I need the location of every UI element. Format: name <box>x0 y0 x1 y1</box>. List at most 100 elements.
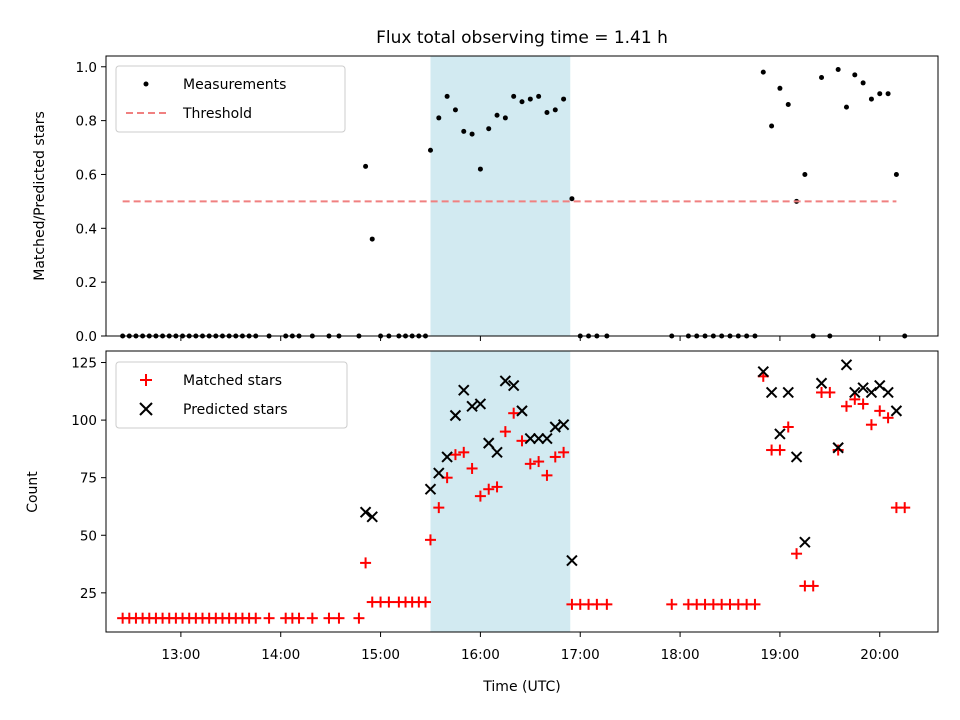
matched-stars-point <box>491 481 503 493</box>
matched-stars-point <box>882 412 894 424</box>
x-tick-label: 20:00 <box>860 647 899 663</box>
matched-stars-point <box>601 598 613 610</box>
measurement-point <box>569 196 575 202</box>
predicted-stars-point <box>557 418 570 431</box>
matched-stars-point <box>832 444 844 456</box>
measurement-point <box>893 171 899 177</box>
measurement-point <box>452 107 458 113</box>
matched-stars-point <box>533 456 545 468</box>
measurement-point <box>885 91 891 97</box>
bottom-y-axis-label: Count <box>25 471 41 513</box>
predicted-stars-point <box>757 366 769 378</box>
matched-stars-point <box>840 400 852 412</box>
predicted-stars-point <box>566 554 578 567</box>
predicted-stars-point <box>366 511 378 523</box>
matched-stars-point <box>323 612 335 624</box>
measurement-point <box>369 236 375 242</box>
predicted-stars-point <box>549 421 561 433</box>
matched-stars-point <box>782 421 794 433</box>
y-tick-label: 125 <box>71 356 97 372</box>
bottom-y-ticks: 25 50 75 100 125 <box>71 356 106 602</box>
matched-stars-point <box>433 502 445 514</box>
matched-stars-point <box>419 596 431 608</box>
predicted-stars-point <box>449 409 462 422</box>
measurement-point <box>769 123 775 129</box>
legend-predicted-label: Predicted stars <box>183 402 288 418</box>
predicted-stars-point <box>424 483 437 495</box>
legend-measurements-marker <box>143 81 149 87</box>
matched-stars-point <box>353 612 365 624</box>
x-tick-label: 16:00 <box>461 647 500 663</box>
matched-stars-point <box>541 469 553 481</box>
matched-stars-point <box>516 435 528 447</box>
measurement-point <box>777 85 783 91</box>
measurement-point <box>527 96 533 102</box>
bottom-observing-span <box>430 351 571 632</box>
predicted-stars-point <box>849 386 861 399</box>
predicted-stars-point <box>765 386 778 399</box>
x-tick-label: 13:00 <box>161 647 200 663</box>
bottom-legend: Matched stars Predicted stars <box>115 361 348 429</box>
matched-stars-point <box>857 398 869 410</box>
legend-measurements-label: Measurements <box>183 77 286 93</box>
matched-stars-point <box>306 612 318 624</box>
predicted-stars-point <box>458 384 470 396</box>
matched-stars-point <box>508 407 520 419</box>
measurement-point <box>835 66 841 72</box>
predicted-stars-point <box>840 359 853 371</box>
top-legend-box <box>115 65 346 133</box>
predicted-stars-point <box>882 386 894 399</box>
measurement-point <box>819 75 825 81</box>
y-tick-label: 75 <box>80 471 97 487</box>
predicted-stars-point <box>857 382 869 394</box>
matched-stars-point <box>666 598 678 610</box>
matched-stars-point <box>466 462 478 474</box>
predicted-stars-point <box>483 437 495 449</box>
matched-stars-point <box>774 444 786 456</box>
y-tick-label: 0.4 <box>76 221 97 237</box>
measurement-point <box>785 101 791 107</box>
predicted-stars-point <box>466 400 478 412</box>
bottom-panel: 25 50 75 100 125 13:00 14:00 15:00 16:00 17:00 18… <box>25 350 939 695</box>
matched-stars-point <box>499 426 511 438</box>
matched-stars-point <box>865 419 877 431</box>
legend-matched-marker <box>140 374 152 386</box>
matched-stars-point <box>360 557 372 569</box>
matched-stars-point <box>749 598 761 610</box>
predicted-stars-point <box>532 432 545 445</box>
top-x-ticks <box>180 336 881 341</box>
matched-stars-point <box>824 386 836 398</box>
matched-stars-point <box>899 502 911 514</box>
measurement-point <box>427 147 433 153</box>
y-tick-label: 0.0 <box>76 329 97 345</box>
measurement-point <box>511 93 517 99</box>
measurement-point <box>494 112 500 118</box>
matched-stars-point <box>333 612 345 624</box>
matched-stars-point <box>424 534 436 546</box>
measurement-point <box>536 93 542 99</box>
x-axis-label: Time (UTC) <box>482 679 560 695</box>
measurement-point <box>552 107 558 113</box>
measurement-point <box>444 93 450 99</box>
measurement-point <box>877 91 883 97</box>
measurement-point <box>843 104 849 110</box>
measurement-point <box>760 69 766 75</box>
y-tick-label: 25 <box>80 586 97 602</box>
matched-stars-point <box>449 449 461 461</box>
measurement-point <box>436 115 442 121</box>
measurement-point <box>486 126 492 132</box>
measurement-point <box>868 96 874 102</box>
measurement-point <box>363 163 369 169</box>
x-tick-label: 17:00 <box>561 647 600 663</box>
matched-stars-point <box>591 598 603 610</box>
predicted-stars-point <box>832 442 844 454</box>
predicted-stars-point <box>790 451 803 463</box>
predicted-stars-point <box>474 398 487 410</box>
measurement-point <box>469 131 475 137</box>
predicted-stars-point <box>516 405 528 417</box>
top-y-axis-label: Matched/Predicted stars <box>32 111 48 281</box>
bottom-axes-frame <box>105 350 939 633</box>
matched-stars-point <box>474 490 486 502</box>
top-marks <box>120 66 908 339</box>
measurement-point <box>477 166 483 172</box>
